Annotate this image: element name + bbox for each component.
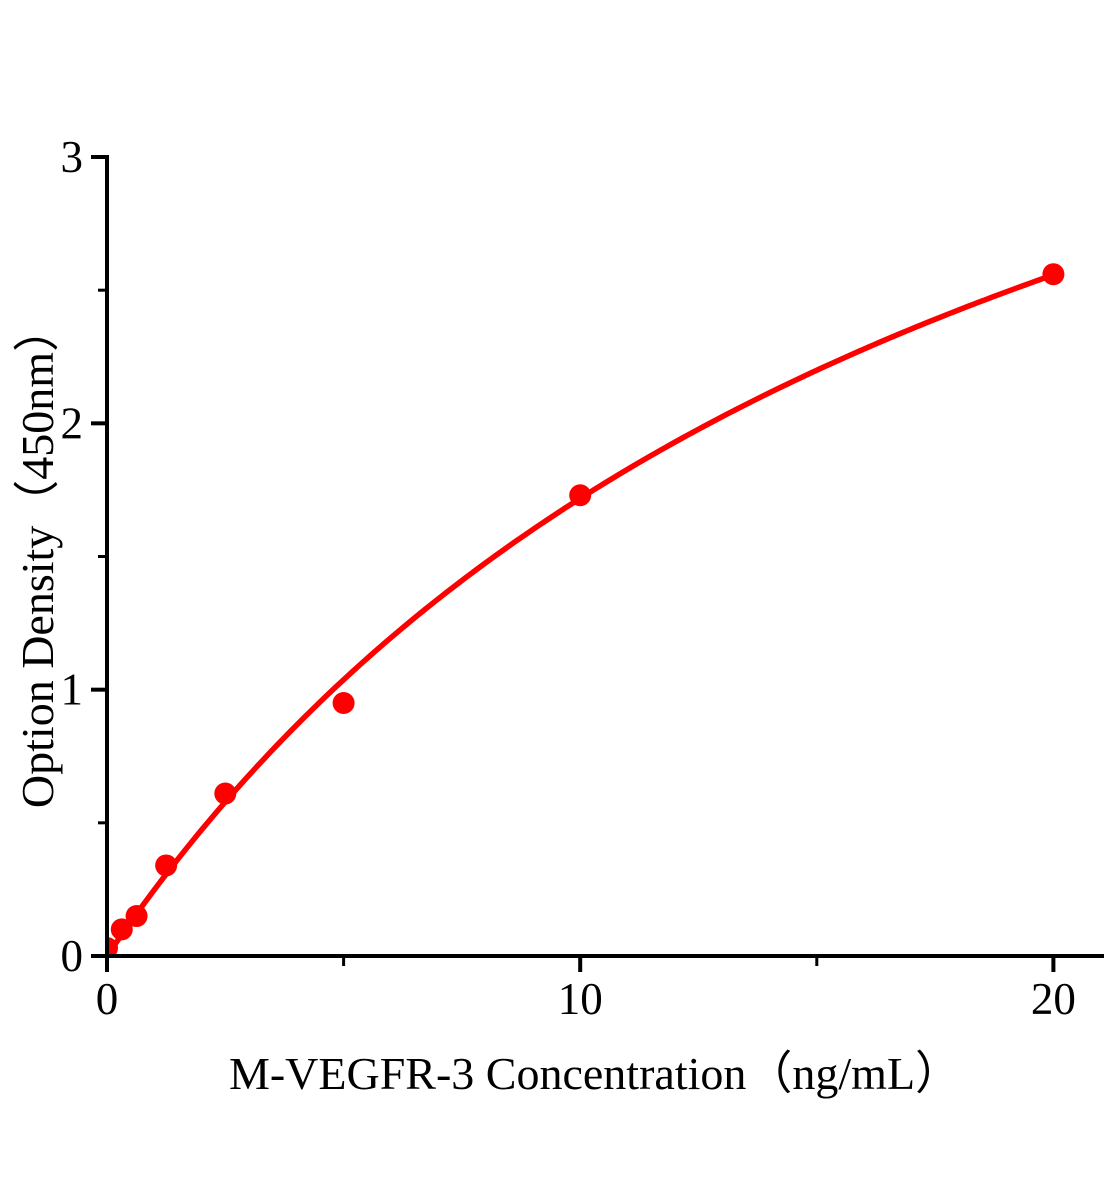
y-axis-title: Option Density（450nm） xyxy=(12,306,63,808)
data-layer xyxy=(106,263,1065,957)
data-point-marker xyxy=(569,484,592,507)
y-tick-label: 3 xyxy=(61,132,84,182)
data-point-marker xyxy=(125,905,148,928)
axes-layer xyxy=(91,155,1104,972)
data-point-marker xyxy=(110,918,133,941)
y-tick-label: 0 xyxy=(61,931,84,981)
x-tick-label: 10 xyxy=(558,974,603,1024)
data-point-marker xyxy=(332,691,355,714)
tick-label-layer: 0 1 2 3 0 10 20 xyxy=(61,132,1076,1024)
fit-curve-line xyxy=(106,272,1057,957)
x-axis-title: M-VEGFR-3 Concentration（ng/mL） xyxy=(229,1048,961,1099)
x-tick-label: 20 xyxy=(1031,974,1076,1024)
data-point-marker xyxy=(214,782,237,805)
y-tick-label: 2 xyxy=(61,398,84,448)
data-point-marker xyxy=(155,854,178,877)
y-tick-label: 1 xyxy=(61,665,84,715)
data-point-marker xyxy=(1042,263,1065,286)
x-tick-label: 0 xyxy=(96,974,119,1024)
